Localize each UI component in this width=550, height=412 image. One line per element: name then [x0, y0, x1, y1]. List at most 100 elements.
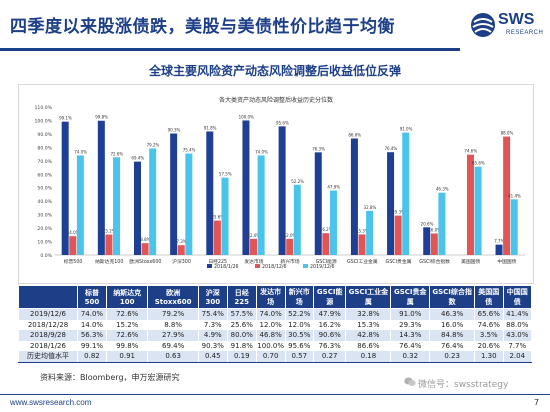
data-label: 95.6%: [276, 120, 289, 125]
bar: [242, 120, 250, 255]
table-cell: 7.3%: [197, 319, 228, 330]
data-label: 8.8%: [140, 237, 150, 242]
data-label: 41.4%: [508, 193, 521, 198]
legend-swatch: [207, 264, 212, 268]
table-cell: 74.6%: [474, 319, 504, 330]
table-cell: 99.8%: [105, 340, 149, 351]
table-cell: 80.0%: [226, 330, 257, 341]
bar: [350, 138, 358, 255]
table-cell: 76.4%: [390, 340, 431, 351]
table-body: 2019/12/6 74.0% 72.6% 79.2% 75.4% 57.5% 74.0% 5…: [18, 308, 532, 363]
x-tick-label: 沪深300: [172, 258, 191, 265]
table-cell: 16.2%: [312, 319, 347, 330]
x-tick-label: 标普500: [64, 258, 83, 265]
data-label: 74.6%: [464, 149, 477, 154]
table-cell: 2018/9/28: [18, 330, 78, 341]
table-cell: 3.5%: [474, 330, 504, 341]
data-label: 91.8%: [204, 125, 217, 130]
bar: [466, 154, 474, 255]
y-tick-label: 30.0%: [37, 213, 52, 219]
table-cell: 7.7%: [502, 340, 532, 351]
table-cell: 0.32: [390, 351, 431, 363]
bar: [286, 238, 294, 255]
data-label: 52.2%: [291, 179, 304, 184]
table-header-cell: GSCI贵金属: [390, 285, 431, 309]
table-cell: 90.3%: [197, 340, 228, 351]
y-tick-label: 90.0%: [37, 132, 52, 138]
table-cell: 历史均值水平: [18, 351, 78, 363]
bar: [170, 133, 178, 255]
table-header-cell: GSCI能源: [312, 285, 347, 309]
bar: [495, 244, 503, 255]
table-cell: 86.6%: [345, 340, 392, 351]
data-label: 74.0%: [255, 149, 268, 154]
bar: [278, 126, 286, 255]
table-cell: 0.91: [105, 351, 149, 363]
bar: [61, 121, 69, 255]
table-cell: 2019/12/6: [18, 308, 78, 320]
table-cell: 47.9%: [312, 308, 347, 320]
table-cell: 43.0%: [502, 330, 532, 341]
y-tick-label: 70.0%: [37, 159, 52, 165]
chart-title: 各大类资产动态风险调整后收益历史分位数: [218, 97, 333, 104]
table-cell: 79.2%: [147, 308, 199, 320]
table-cell: 29.3%: [390, 319, 431, 330]
data-label: 91.0%: [400, 127, 413, 132]
x-tick-label: 中国国债: [497, 258, 516, 265]
table-header-cell: 沪深300: [197, 285, 228, 309]
data-label: 88.0%: [501, 131, 514, 136]
table-cell: 12.0%: [255, 319, 286, 330]
table-row: 2019/12/6 74.0% 72.6% 79.2% 75.4% 57.5% 74.0% 5…: [18, 308, 532, 320]
table-cell: 15.3%: [345, 319, 392, 330]
bar: [76, 155, 84, 255]
sws-logo: SWS RESEARCH: [470, 8, 546, 44]
legend-swatch: [255, 264, 260, 268]
data-label: 75.4%: [183, 148, 196, 153]
website-link[interactable]: www.swsresearch.com: [10, 398, 92, 407]
data-label: 15.3%: [356, 228, 369, 233]
x-tick-label: GSCI能源: [316, 258, 337, 265]
bar: [293, 184, 301, 255]
logo-text: SWS: [498, 11, 535, 28]
bar: [394, 215, 402, 255]
table-cell: 2018/12/28: [18, 319, 78, 330]
table-cell: 74.0%: [77, 308, 107, 320]
bar: [213, 220, 221, 255]
table-cell: 2018/1/26: [18, 340, 78, 351]
table-cell: 72.6%: [105, 308, 149, 320]
legend-swatch: [303, 264, 308, 268]
table-cell: 15.2%: [105, 319, 149, 330]
bar: [113, 157, 121, 255]
data-label: 69.4%: [131, 156, 144, 161]
x-tick-label: 美国国债: [461, 258, 480, 265]
table-cell: 99.1%: [77, 340, 107, 351]
table-cell: 16.0%: [429, 319, 476, 330]
page-number: 7: [534, 398, 540, 407]
table-cell: 46.8%: [255, 330, 286, 341]
bar: [423, 227, 431, 255]
legend-label: 2018/1/26: [214, 264, 239, 270]
bar: [438, 192, 446, 255]
bar: [322, 233, 330, 255]
footer-divider: [0, 394, 550, 395]
x-tick-label: 发达市场: [244, 258, 263, 265]
data-label: 90.3%: [168, 128, 181, 133]
table-cell: 72.6%: [105, 330, 149, 341]
y-tick-label: 100.0%: [34, 118, 52, 124]
bar: [149, 148, 157, 255]
table-cell: 76.4%: [429, 340, 476, 351]
bar: [314, 152, 322, 255]
data-label: 20.6%: [421, 221, 434, 226]
table-cell: 65.6%: [474, 308, 504, 320]
table-row: 2018/1/26 99.1% 99.8% 69.4% 90.3% 91.8% 100.0%…: [18, 340, 532, 351]
table-cell: 0.63: [147, 351, 199, 363]
bar: [221, 177, 229, 255]
bar: [402, 132, 410, 255]
table-cell: 0.18: [345, 351, 392, 363]
y-tick-label: 50.0%: [37, 186, 52, 192]
x-tick-label: 纳斯达克100: [95, 258, 123, 265]
table-cell: 100.0%: [255, 340, 286, 351]
y-tick-label: 20.0%: [37, 226, 52, 232]
table-header-cell: 中国国债: [502, 285, 532, 309]
table-cell: 75.4%: [197, 308, 228, 320]
